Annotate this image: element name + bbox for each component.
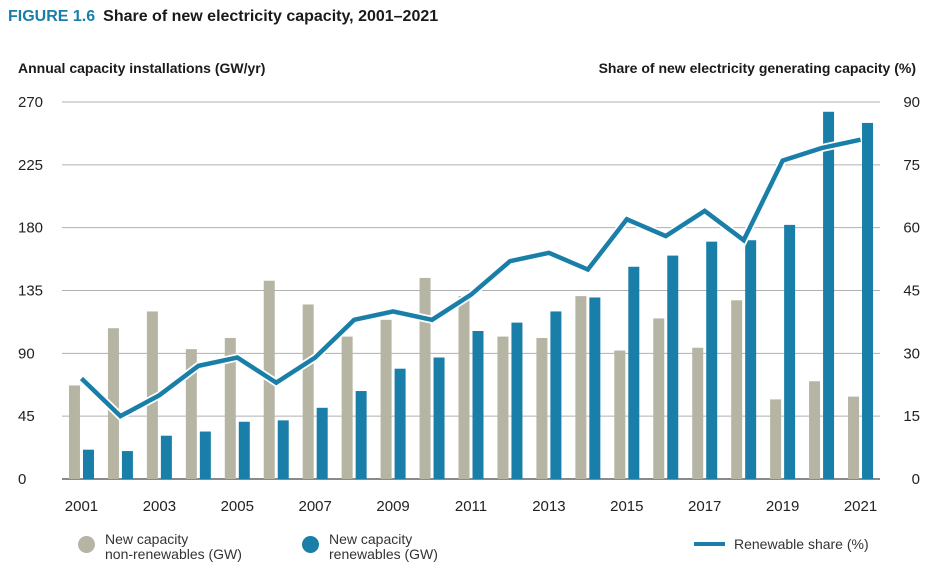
- left-tick-label: 180: [18, 220, 43, 237]
- x-tick-label: 2019: [766, 498, 799, 515]
- bar-renewables: [316, 407, 328, 479]
- x-tick-label: 2007: [299, 498, 332, 515]
- x-tick-label: 2001: [65, 498, 98, 515]
- right-tick-label: 90: [903, 94, 920, 111]
- bar-renewables: [589, 297, 601, 479]
- bar-non-renewables: [419, 277, 431, 479]
- bar-non-renewables: [458, 296, 470, 479]
- bar-renewables: [82, 449, 94, 479]
- legend-label: Renewable share (%): [734, 536, 869, 552]
- bar-renewables: [823, 111, 835, 479]
- legend-swatch-renewables: [302, 536, 319, 553]
- right-tick-label: 75: [903, 157, 920, 174]
- bar-non-renewables: [497, 336, 509, 479]
- right-tick-label: 45: [903, 283, 920, 300]
- legend-label-line1: New capacity: [105, 531, 189, 547]
- renewable-share-line: [79, 137, 861, 419]
- right-tick-label: 0: [912, 471, 920, 488]
- right-tick-label: 60: [903, 220, 920, 237]
- legend-swatch-renewable-share: [694, 542, 725, 546]
- bar-non-renewables: [224, 337, 236, 479]
- chart-area: 0 0 45 15 90 30 135 45 180 60 225 75 270 90 2001 2003 20…: [18, 94, 920, 515]
- bar-non-renewables: [692, 347, 704, 479]
- bar-non-renewables: [575, 296, 587, 479]
- chart-title-row: FIGURE 1.6 Share of new electricity capac…: [8, 8, 438, 26]
- right-axis-title: Share of new electricity generating capa…: [598, 60, 916, 76]
- tick-labels: 0 0 45 15 90 30 135 45 180 60 225 75 270 90 2001 2003 20…: [18, 94, 920, 515]
- left-tick-label: 270: [18, 94, 43, 111]
- bar-non-renewables: [809, 381, 821, 479]
- legend-label-line2: non-renewables (GW): [105, 546, 242, 562]
- renewable-share-line-outline: [78, 135, 862, 422]
- left-tick-label: 0: [18, 471, 26, 488]
- bar-renewables: [706, 241, 718, 479]
- bars: [68, 111, 874, 479]
- bar-renewables: [784, 224, 796, 479]
- bar-non-renewables: [302, 304, 314, 479]
- bar-renewables: [277, 420, 289, 479]
- bar-renewables: [862, 122, 874, 479]
- renewable-share-line-group: [78, 135, 862, 422]
- x-tick-label: 2011: [455, 498, 487, 515]
- x-tick-label: 2003: [143, 498, 176, 515]
- legend-label-line2: renewables (GW): [329, 546, 438, 562]
- x-tick-label: 2013: [532, 498, 565, 515]
- bar-non-renewables: [770, 399, 782, 479]
- left-tick-label: 225: [18, 157, 43, 174]
- bar-non-renewables: [731, 300, 743, 479]
- bar-non-renewables: [68, 385, 80, 479]
- left-tick-label: 45: [18, 408, 35, 425]
- bar-renewables: [238, 421, 250, 479]
- figure-label: FIGURE 1.6: [8, 8, 96, 25]
- legend-swatch-non-renewables: [78, 536, 95, 553]
- right-tick-label: 15: [903, 408, 920, 425]
- bar-renewables: [199, 431, 211, 479]
- bar-non-renewables: [614, 350, 626, 479]
- x-tick-label: 2015: [610, 498, 643, 515]
- bar-renewables: [394, 368, 406, 479]
- bar-renewables: [472, 330, 484, 479]
- legend-label-line1: New capacity: [329, 531, 413, 547]
- bar-renewables: [121, 451, 133, 479]
- bar-non-renewables: [107, 328, 119, 479]
- bar-non-renewables: [341, 336, 353, 479]
- left-tick-label: 90: [18, 345, 35, 362]
- bar-non-renewables: [848, 396, 860, 479]
- bar-non-renewables: [380, 319, 392, 479]
- bar-renewables: [511, 322, 523, 479]
- x-tick-label: 2005: [221, 498, 254, 515]
- left-axis-title: Annual capacity installations (GW/yr): [18, 60, 266, 76]
- bar-renewables: [160, 435, 172, 479]
- bar-renewables: [433, 357, 445, 479]
- bar-renewables: [550, 311, 562, 479]
- bar-renewables: [628, 266, 640, 479]
- bar-renewables: [355, 391, 367, 479]
- bar-non-renewables: [536, 337, 548, 479]
- x-tick-label: 2021: [844, 498, 877, 515]
- bar-renewables: [745, 240, 757, 479]
- left-tick-label: 135: [18, 283, 43, 300]
- x-tick-label: 2017: [688, 498, 721, 515]
- bar-non-renewables: [185, 349, 197, 479]
- chart-title: Share of new electricity capacity, 2001–…: [103, 8, 439, 25]
- x-tick-label: 2009: [376, 498, 409, 515]
- right-tick-label: 30: [903, 345, 920, 362]
- bar-non-renewables: [653, 318, 665, 479]
- bar-renewables: [667, 255, 679, 479]
